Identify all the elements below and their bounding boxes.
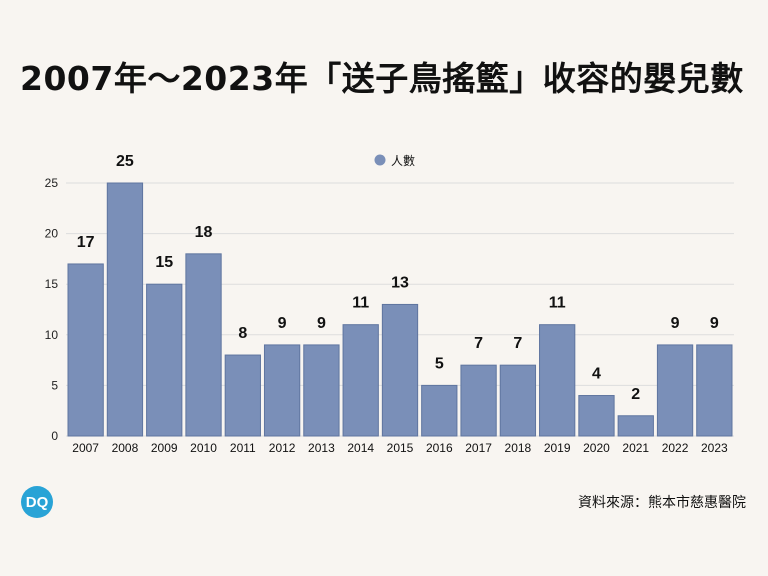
y-tick-label: 10 xyxy=(45,328,59,342)
y-axis-ticks: 0 5 10 15 20 25 xyxy=(45,176,59,443)
data-label: 25 xyxy=(116,153,134,170)
y-tick-label: 5 xyxy=(51,378,58,392)
x-tick-label: 2022 xyxy=(662,441,689,455)
bar xyxy=(146,283,183,437)
bars xyxy=(67,182,733,437)
bar xyxy=(656,344,694,437)
bar xyxy=(224,354,261,437)
data-label: 9 xyxy=(710,315,719,332)
x-tick-label: 2013 xyxy=(308,441,335,455)
bar xyxy=(185,253,222,437)
data-label: 9 xyxy=(278,315,287,332)
bar xyxy=(460,364,497,437)
data-label: 17 xyxy=(77,234,95,251)
x-axis-ticks: 2007 2008 2009 2010 2011 2012 2013 2014 2015 2016… xyxy=(72,441,728,455)
y-tick-label: 0 xyxy=(51,429,58,443)
bar xyxy=(696,344,733,437)
data-label: 7 xyxy=(474,335,483,352)
x-tick-label: 2010 xyxy=(190,441,217,455)
data-label: 5 xyxy=(435,355,444,372)
x-tick-label: 2021 xyxy=(622,441,649,455)
y-tick-label: 25 xyxy=(45,176,59,190)
x-tick-label: 2016 xyxy=(426,441,453,455)
x-tick-label: 2019 xyxy=(544,441,571,455)
legend-label: 人數 xyxy=(391,154,415,168)
bar xyxy=(303,344,340,437)
data-label: 13 xyxy=(391,274,409,291)
brand-logo: DQ xyxy=(21,486,53,518)
x-tick-label: 2012 xyxy=(269,441,296,455)
data-label: 4 xyxy=(592,366,601,383)
x-tick-label: 2008 xyxy=(112,441,139,455)
x-tick-label: 2014 xyxy=(347,441,374,455)
y-tick-label: 20 xyxy=(45,227,59,241)
x-tick-label: 2017 xyxy=(465,441,492,455)
x-tick-label: 2020 xyxy=(583,441,610,455)
x-tick-label: 2007 xyxy=(72,441,99,455)
bar xyxy=(106,182,144,437)
data-label: 2 xyxy=(631,386,640,403)
data-label: 8 xyxy=(238,325,247,342)
x-tick-label: 2009 xyxy=(151,441,178,455)
y-tick-label: 15 xyxy=(45,277,59,291)
page-title: 2007年～2023年「送子鳥搖籃」收容的嬰兒數 xyxy=(20,59,744,98)
bar xyxy=(499,364,537,437)
data-labels: 17 25 15 18 8 9 9 11 13 5 7 7 11 4 2 9 9 xyxy=(77,153,719,403)
legend: 人數 xyxy=(374,154,415,168)
data-label: 15 xyxy=(155,254,173,271)
bar xyxy=(539,324,576,437)
bar xyxy=(263,344,301,437)
x-tick-label: 2023 xyxy=(701,441,728,455)
data-label: 7 xyxy=(513,335,522,352)
bar xyxy=(67,263,104,437)
legend-swatch xyxy=(374,154,386,166)
bar-chart: 0 5 10 15 20 25 17 25 15 18 8 9 9 11 13 5 7 7 11 4 2 9 9 2007… xyxy=(45,153,734,455)
bar xyxy=(578,395,615,437)
data-label: 9 xyxy=(671,315,680,332)
source-note: 資料來源：熊本市慈惠醫院 xyxy=(578,495,746,511)
bar xyxy=(617,415,654,437)
data-label: 18 xyxy=(195,224,213,241)
data-label: 9 xyxy=(317,315,326,332)
x-tick-label: 2011 xyxy=(230,441,256,455)
data-label: 11 xyxy=(352,295,369,312)
bar xyxy=(342,324,379,437)
bar xyxy=(381,303,419,437)
x-tick-label: 2015 xyxy=(387,441,414,455)
x-tick-label: 2018 xyxy=(505,441,532,455)
data-label: 11 xyxy=(549,295,566,312)
bar xyxy=(421,384,458,437)
